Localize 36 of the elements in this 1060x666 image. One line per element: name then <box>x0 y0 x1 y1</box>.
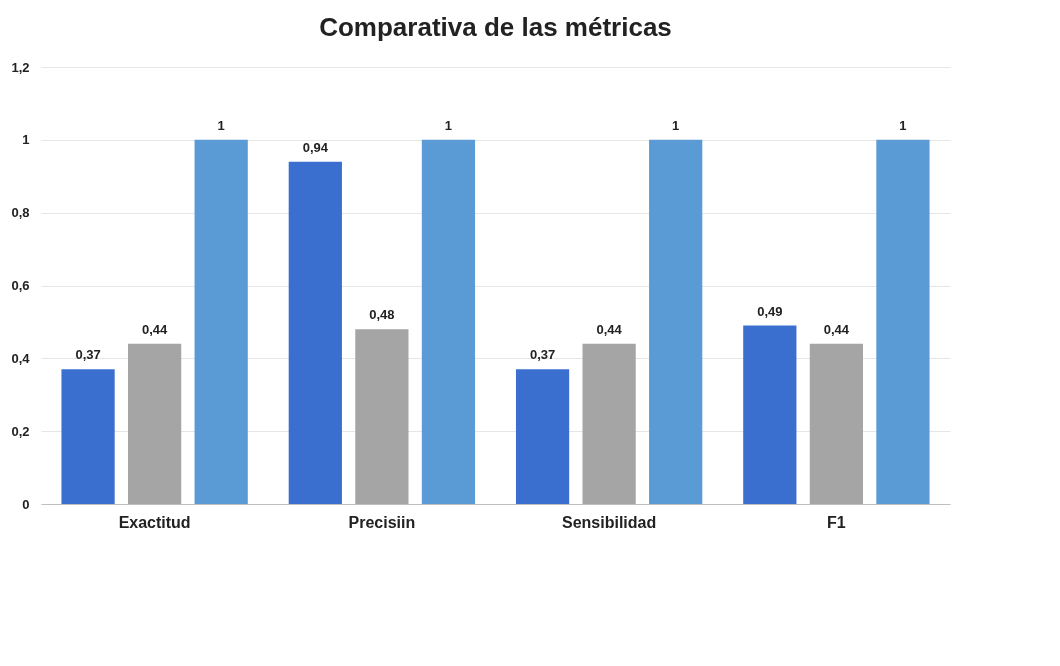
y-tick-label: 1,2 <box>11 59 30 75</box>
data-label: 0,48 <box>369 307 395 323</box>
bar <box>288 161 342 504</box>
data-label: 0,49 <box>757 303 783 319</box>
y-tick-label: 0 <box>22 496 30 512</box>
data-label: 0,37 <box>75 347 101 363</box>
x-tick-label: F1 <box>827 513 846 531</box>
y-tick-label: 0,6 <box>11 278 30 293</box>
data-label: 0,94 <box>302 139 329 155</box>
y-tick-label: 0,2 <box>11 423 30 439</box>
bar <box>128 343 182 504</box>
data-label: 1 <box>217 117 225 133</box>
data-label: 1 <box>444 117 453 133</box>
bar <box>61 369 115 504</box>
data-label: 1 <box>672 117 680 133</box>
data-label: 0,37 <box>529 347 556 363</box>
data-label: 0,44 <box>141 321 169 337</box>
bar <box>582 343 636 504</box>
x-tick-label: Precisiin <box>348 513 416 531</box>
data-label: 0,44 <box>596 321 623 337</box>
chart-title: Comparativa de las métricas <box>319 12 672 42</box>
bar <box>515 369 570 504</box>
x-tick-label: Exactitud <box>118 513 191 531</box>
x-tick-label: Sensibilidad <box>562 513 657 531</box>
bar <box>809 343 863 504</box>
data-label: 0,44 <box>823 321 850 337</box>
bar <box>355 329 409 504</box>
data-label: 1 <box>899 117 907 133</box>
y-tick-label: 1 <box>22 132 30 148</box>
bar <box>649 139 703 504</box>
bar <box>876 139 930 504</box>
bar <box>421 139 476 504</box>
bar <box>194 139 248 504</box>
y-tick-label: 0,4 <box>11 350 31 366</box>
y-tick-label: 0,8 <box>11 205 30 221</box>
bar <box>743 325 797 504</box>
